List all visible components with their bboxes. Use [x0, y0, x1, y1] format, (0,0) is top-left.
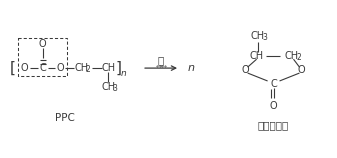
Text: C: C	[270, 79, 277, 89]
Text: O: O	[39, 39, 46, 49]
Text: O: O	[242, 65, 249, 75]
Text: C: C	[39, 63, 46, 73]
Text: CH: CH	[284, 51, 299, 61]
Text: [: [	[10, 61, 16, 76]
Text: O: O	[298, 65, 305, 75]
Text: CH: CH	[74, 63, 88, 73]
Text: 3: 3	[262, 33, 267, 42]
Text: CH: CH	[250, 51, 264, 61]
Text: n: n	[120, 69, 126, 78]
Text: ]: ]	[115, 61, 121, 76]
Text: O: O	[21, 63, 28, 73]
Text: O: O	[270, 101, 277, 111]
Text: CH: CH	[251, 31, 265, 41]
Text: 3: 3	[113, 84, 118, 93]
Text: 环状碳酸酯: 环状碳酸酯	[258, 121, 289, 131]
Text: 2: 2	[296, 53, 301, 62]
Text: n: n	[187, 63, 194, 73]
Text: CH: CH	[101, 82, 115, 92]
Text: 热: 热	[158, 55, 164, 65]
Text: 2: 2	[86, 65, 90, 74]
Text: CH: CH	[101, 63, 115, 73]
Text: O: O	[57, 63, 64, 73]
Text: PPC: PPC	[56, 113, 75, 123]
